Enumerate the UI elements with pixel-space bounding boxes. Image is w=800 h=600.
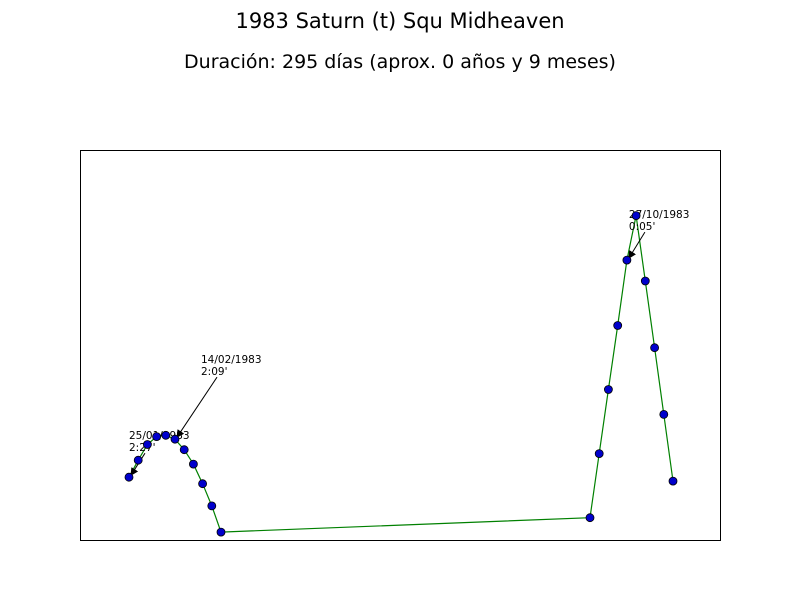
annotation-value: 0:05' [629,221,655,233]
data-point [640,276,650,286]
plot-area-frame [80,150,721,541]
data-point [198,479,208,489]
data-point [124,472,134,482]
data-point [594,449,604,459]
data-point [216,527,226,537]
data-point-layer [124,211,678,537]
data-point [659,409,669,419]
annotation-layer: 25/01/19832:27'14/02/19832:09'27/10/1983… [129,209,690,477]
data-point [668,476,678,486]
data-point [142,440,152,449]
annotation-date: 14/02/1983 [201,354,262,366]
data-point [188,459,198,469]
data-point [179,445,189,455]
data-point [161,430,171,440]
data-point [650,343,659,353]
chart-subtitle: Duración: 295 días (aprox. 0 años y 9 me… [184,51,616,73]
data-point [631,211,641,221]
data-point [604,385,613,394]
annotation-value: 2:09' [201,366,227,378]
data-point [622,255,632,265]
chart-title: 1983 Saturn (t) Squ Midheaven [235,9,565,33]
data-point [207,501,217,511]
data-point [170,434,180,444]
data-point [152,432,162,442]
data-point [133,455,143,465]
annotation-arrow [176,376,218,439]
data-point [585,513,595,523]
annotation-arrow [628,231,646,259]
data-point [613,321,623,330]
annotation-date: 27/10/1983 [629,209,690,221]
